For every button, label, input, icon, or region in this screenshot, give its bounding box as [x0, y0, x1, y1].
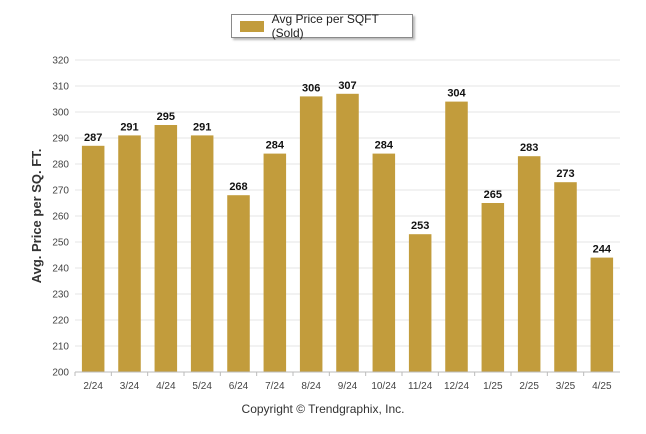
y-tick-label: 210	[52, 342, 69, 353]
y-tick-label: 280	[52, 160, 69, 171]
x-tick-label: 8/24	[301, 381, 321, 392]
x-tick-label: 12/24	[444, 381, 469, 392]
y-tick-label: 240	[52, 264, 69, 275]
bar	[118, 135, 141, 372]
bar	[517, 156, 541, 372]
data-label: 307	[338, 80, 356, 92]
data-label: 284	[266, 140, 285, 152]
bar	[263, 153, 287, 372]
bars	[81, 93, 614, 373]
x-tick-label: 9/24	[338, 381, 358, 392]
y-tick-label: 200	[52, 368, 69, 379]
data-label: 291	[120, 121, 138, 133]
data-label: 244	[593, 244, 612, 256]
x-axis-ticks: 2/24 3/24 4/24 5/24 6/24 7/24 8/24 9/24 10/24 11/…	[74, 372, 612, 392]
y-tick-label: 260	[52, 212, 69, 223]
bar	[299, 96, 323, 373]
data-labels: 287 291 295 291 268 284 306 307 284 253 304 265 283 2…	[84, 80, 612, 256]
x-tick-label: 7/24	[265, 381, 285, 392]
bar	[154, 125, 178, 372]
bar	[481, 203, 505, 372]
y-tick-label: 310	[52, 82, 69, 93]
data-label: 284	[375, 140, 394, 152]
x-tick-label: 2/24	[83, 381, 103, 392]
x-tick-label: 10/24	[371, 381, 396, 392]
y-axis-label: Avg. Price per SQ. FT.	[29, 149, 44, 284]
data-label: 304	[447, 88, 466, 100]
copyright-text: Copyright © Trendgraphix, Inc.	[241, 402, 405, 416]
bar	[336, 93, 359, 373]
y-axis-ticks: 200 210 220 230 240 250 260 270 280 290 300 310 320	[52, 56, 69, 379]
data-label: 265	[484, 189, 502, 201]
x-tick-label: 3/25	[556, 381, 576, 392]
bar	[190, 135, 214, 372]
legend: Avg Price per SQFT (Sold)	[231, 12, 413, 40]
x-tick-label: 1/25	[483, 381, 503, 392]
data-label: 268	[229, 181, 247, 193]
y-tick-label: 270	[52, 186, 69, 197]
x-tick-label: 6/24	[229, 381, 249, 392]
bar	[554, 182, 577, 372]
data-label: 253	[411, 220, 429, 232]
data-label: 283	[520, 142, 538, 154]
data-label: 291	[193, 121, 211, 133]
y-tick-label: 230	[52, 290, 69, 301]
data-label: 287	[84, 132, 102, 144]
x-tick-label: 5/24	[192, 381, 212, 392]
legend-swatch	[240, 20, 264, 32]
bar	[227, 195, 250, 372]
legend-label: Avg Price per SQFT (Sold)	[271, 12, 379, 40]
x-tick-label: 3/24	[120, 381, 140, 392]
bar	[81, 145, 105, 372]
y-tick-label: 220	[52, 316, 69, 327]
bar	[408, 234, 432, 372]
data-label: 273	[556, 168, 574, 180]
x-tick-label: 2/25	[519, 381, 539, 392]
data-label: 295	[157, 111, 175, 123]
bar	[445, 101, 468, 372]
y-tick-label: 300	[52, 108, 69, 119]
bar	[590, 257, 614, 372]
x-tick-label: 4/25	[592, 381, 612, 392]
x-tick-label: 4/24	[156, 381, 176, 392]
y-tick-label: 290	[52, 134, 69, 145]
data-label: 306	[302, 82, 320, 94]
x-tick-label: 11/24	[408, 381, 433, 392]
bar	[372, 153, 396, 372]
y-tick-label: 320	[52, 56, 69, 67]
y-tick-label: 250	[52, 238, 69, 249]
